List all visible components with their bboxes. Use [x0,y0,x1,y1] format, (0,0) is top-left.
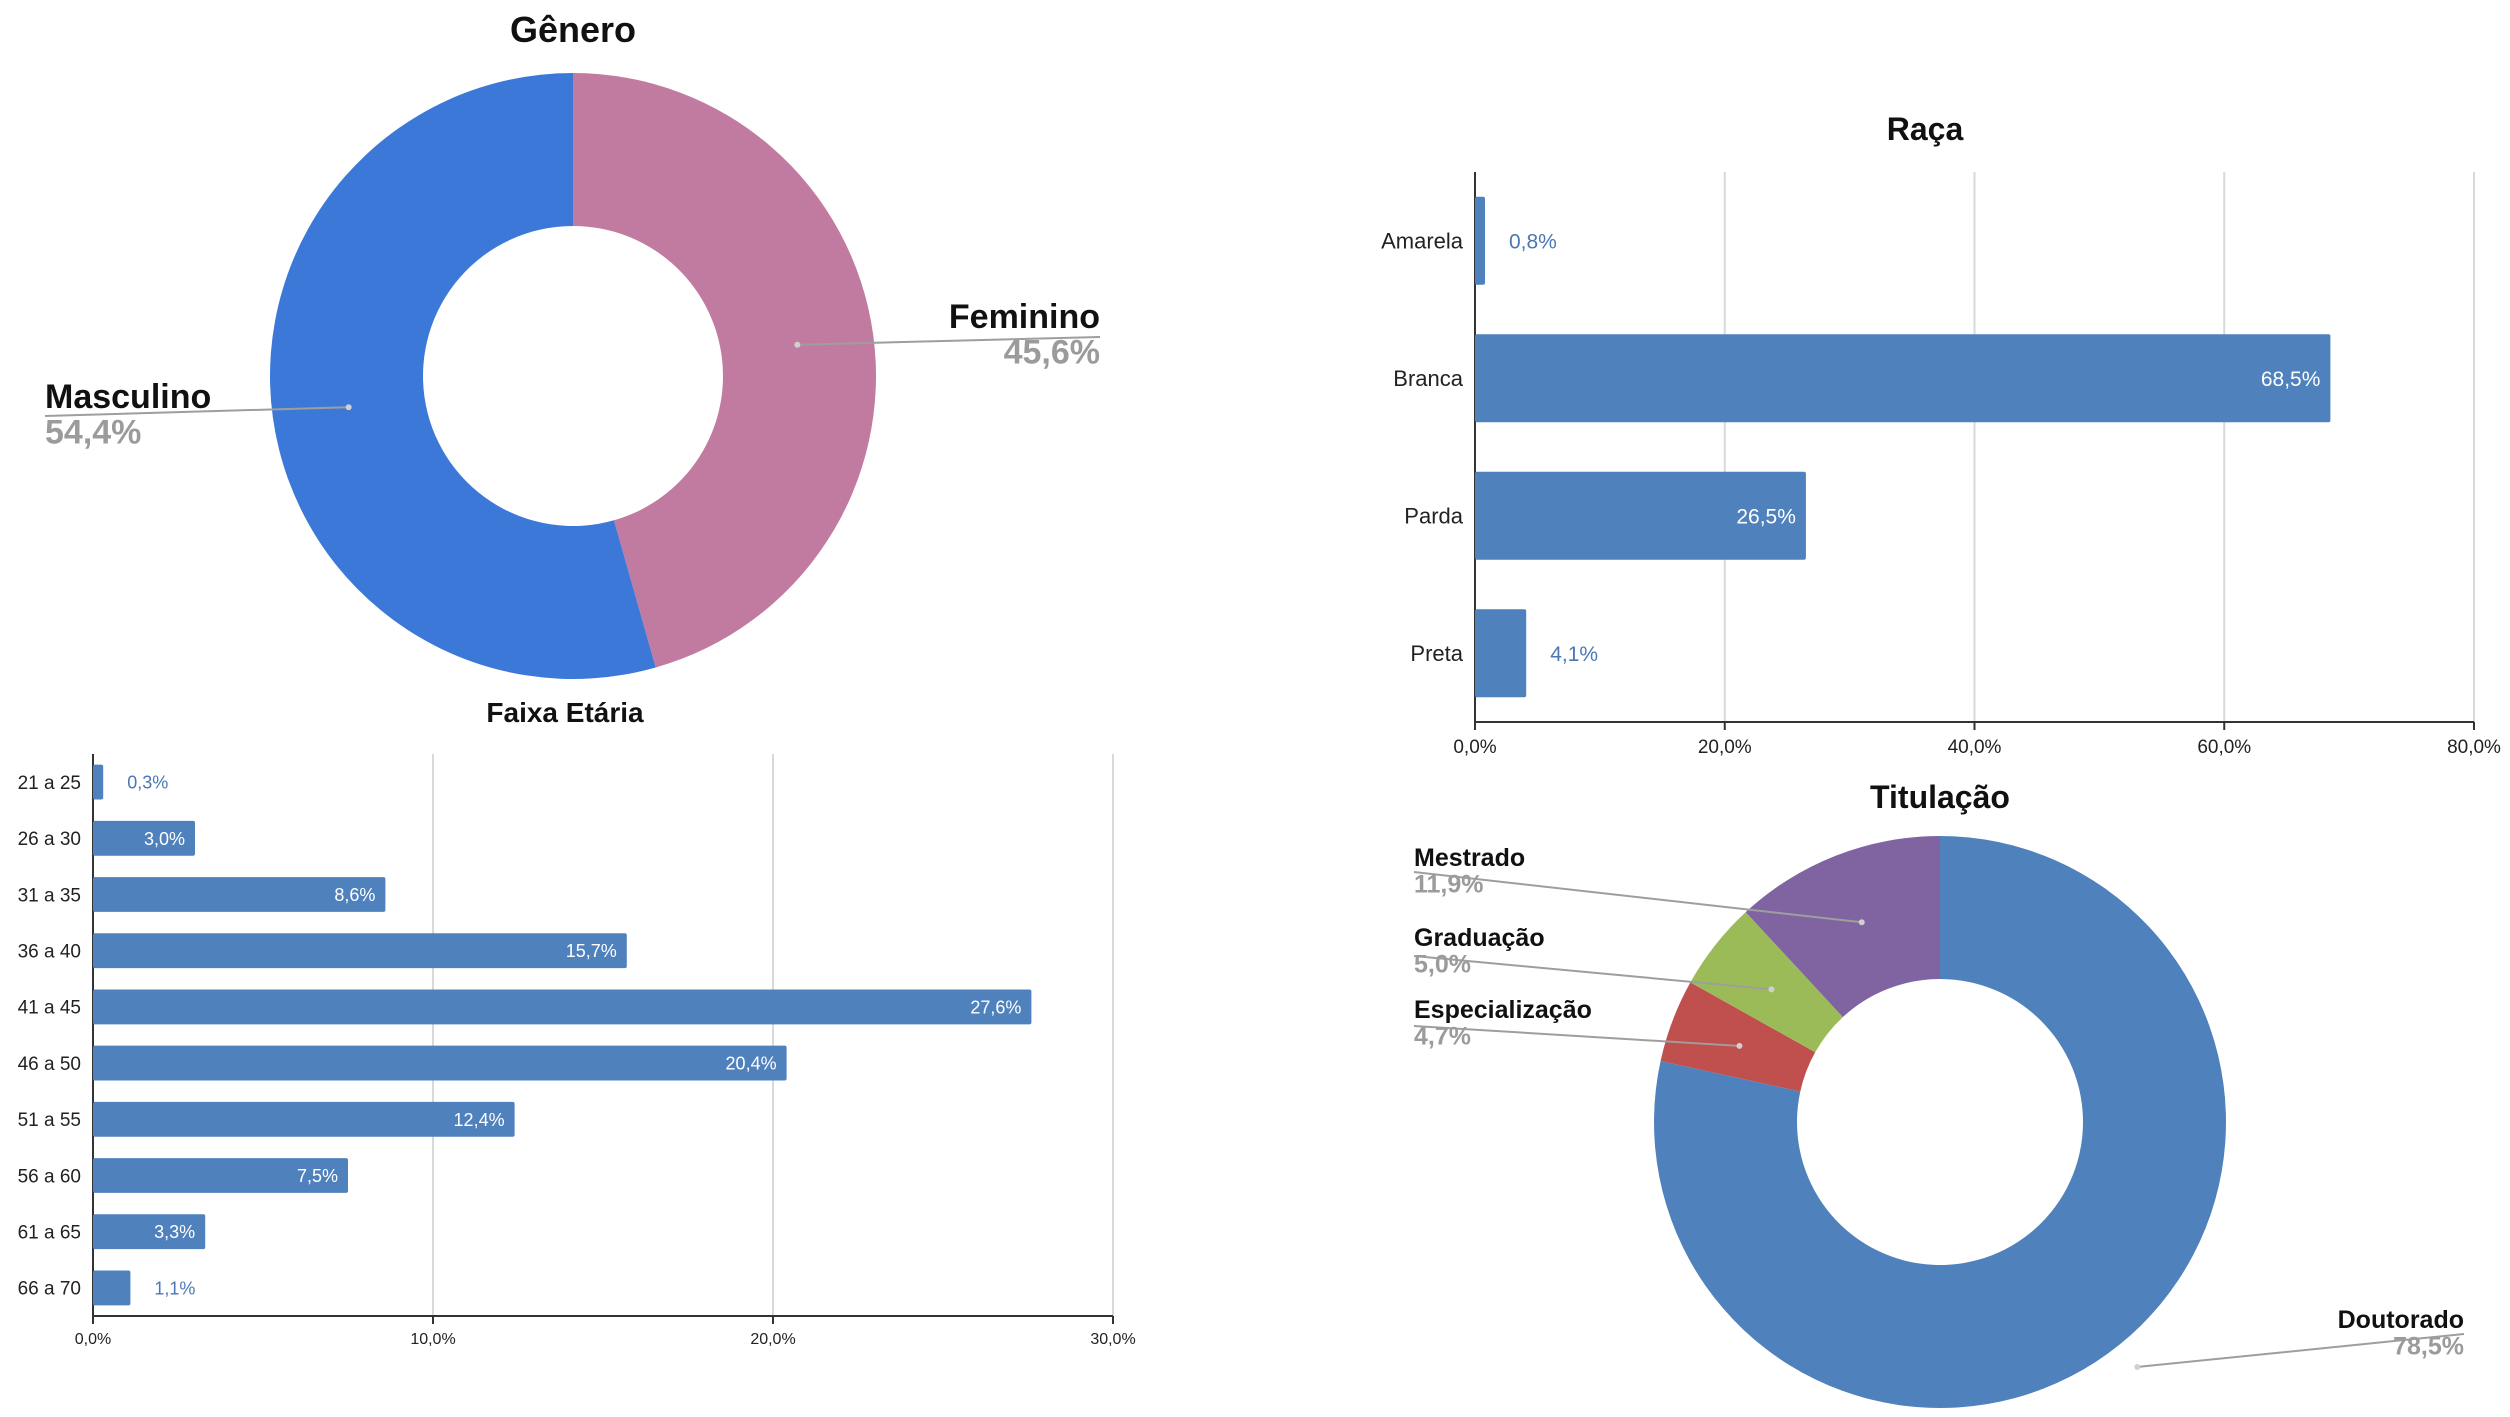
titulacao-label-especializacao: Especialização [1414,996,1592,1024]
titulacao-label-graduacao: Graduação [1414,924,1545,952]
raca-x-tick-label: 40,0% [1948,737,2002,758]
faixa-etaria-category-label: 31 a 35 [18,885,81,906]
titulacao-leader-graduacao [1413,955,1772,991]
genero-slice-masculino [270,73,656,679]
faixa-etaria-x-tick-label: 10,0% [410,1331,455,1348]
raca-category-label: Parda [1404,504,1463,529]
genero-value-masculino: 54,4% [45,414,141,452]
titulacao-leader-especializacao [1413,1025,1740,1047]
genero-label-masculino: Masculino [45,378,211,416]
faixa-etaria-value-label: 20,4% [726,1054,777,1074]
faixa-etaria-value-label: 27,6% [970,997,1021,1017]
titulacao-value-graduacao: 5,0% [1414,950,1471,978]
raca-x-tick-label: 80,0% [2447,737,2501,758]
titulacao-leader-dot-mestrado [1858,919,1865,926]
titulacao-leader-dot-graduacao [1768,986,1775,993]
raca-chart: Raça 0,0% 20,0% 40,0% 60,0% 80,0% Amarela 0,8%… [1381,111,2501,758]
titulacao-value-mestrado: 11,9% [1414,870,1484,898]
raca-category-label: Preta [1410,641,1463,666]
faixa-etaria-x-tick-label: 20,0% [750,1331,795,1348]
titulacao-leader-doutorado [2137,1333,2465,1368]
raca-bar-amarela [1475,196,1485,285]
raca-value-label: 26,5% [1736,505,1796,528]
raca-x-tick-label: 0,0% [1453,737,1496,758]
faixa-etaria-bar-61-a-65 [93,1214,206,1250]
faixa-etaria-value-label: 3,0% [144,829,185,849]
faixa-etaria-category-label: 36 a 40 [18,942,81,963]
genero-label-feminino: Feminino [949,298,1100,336]
genero-leader-feminino [797,336,1101,346]
faixa-etaria-category-label: 21 a 25 [18,773,81,794]
titulacao-slice-mestrado [1745,836,1940,1018]
titulacao-label-doutorado: Doutorado [2338,1306,2464,1334]
genero-leader-masculino [44,406,349,417]
raca-bar-parda [1475,471,1806,560]
faixa-etaria-category-label: 26 a 30 [18,829,81,850]
faixa-etaria-category-label: 51 a 55 [18,1110,81,1131]
titulacao-slice-doutorado [1653,836,2226,1409]
titulacao-label-mestrado: Mestrado [1414,844,1525,872]
faixa-etaria-bar-56-a-60 [93,1158,348,1193]
faixa-etaria-category-label: 56 a 60 [18,1166,81,1187]
faixa-etaria-bar-46-a-50 [93,1045,787,1081]
faixa-etaria-category-label: 41 a 45 [18,998,81,1019]
faixa-etaria-value-label: 1,1% [154,1278,195,1298]
raca-value-label: 0,8% [1509,230,1557,253]
genero-leader-dot-feminino [794,341,801,348]
titulacao-leader-dot-especializacao [1736,1042,1743,1049]
faixa-etaria-value-label: 0,3% [127,773,168,793]
faixa-etaria-category-label: 66 a 70 [18,1279,81,1300]
genero-leader-dot-masculino [345,404,352,411]
titulacao-leader-mestrado [1413,871,1862,924]
titulacao-slice-especializacao [1660,982,1816,1092]
faixa-etaria-bar-66-a-70 [93,1270,131,1306]
faixa-etaria-title: Faixa Etária [486,697,644,728]
faixa-etaria-x-tick-label: 0,0% [75,1331,111,1348]
raca-x-tick-label: 20,0% [1698,737,1752,758]
raca-bar-preta [1475,609,1527,698]
titulacao-title: Titulação [1870,779,2010,815]
faixa-etaria-value-label: 12,4% [454,1110,505,1130]
faixa-etaria-bar-31-a-35 [93,877,386,912]
genero-value-feminino: 45,6% [1004,334,1100,372]
faixa-etaria-chart: Faixa Etária 0,0% 10,0% 20,0% 30,0% 21 a 25 0… [18,697,1136,1348]
titulacao-value-especializacao: 4,7% [1414,1022,1471,1050]
faixa-etaria-category-label: 61 a 65 [18,1223,81,1244]
raca-category-label: Amarela [1381,229,1464,254]
raca-value-label: 4,1% [1550,643,1598,666]
faixa-etaria-bar-41-a-45 [93,989,1032,1025]
raca-category-label: Branca [1393,366,1463,391]
faixa-etaria-bar-36-a-40 [93,933,627,969]
genero-title: Gênero [510,9,636,50]
faixa-etaria-bar-51-a-55 [93,1101,515,1137]
raca-x-tick-label: 60,0% [2197,737,2251,758]
titulacao-slice-graduacao [1690,912,1843,1053]
raca-bar-branca [1475,334,2331,423]
faixa-etaria-value-label: 15,7% [566,941,617,961]
genero-slice-feminino [573,73,877,668]
faixa-etaria-x-tick-label: 30,0% [1090,1331,1135,1348]
faixa-etaria-bar-26-a-30 [93,820,195,856]
faixa-etaria-value-label: 8,6% [334,885,375,905]
faixa-etaria-bar-21-a-25 [93,764,104,800]
raca-title: Raça [1887,111,1964,147]
titulacao-leader-dot-doutorado [2134,1363,2141,1370]
raca-value-label: 68,5% [2261,368,2321,391]
faixa-etaria-value-label: 3,3% [154,1222,195,1242]
faixa-etaria-category-label: 46 a 50 [18,1054,81,1075]
faixa-etaria-value-label: 7,5% [297,1166,338,1186]
titulacao-value-doutorado: 78,5% [2393,1332,2464,1360]
